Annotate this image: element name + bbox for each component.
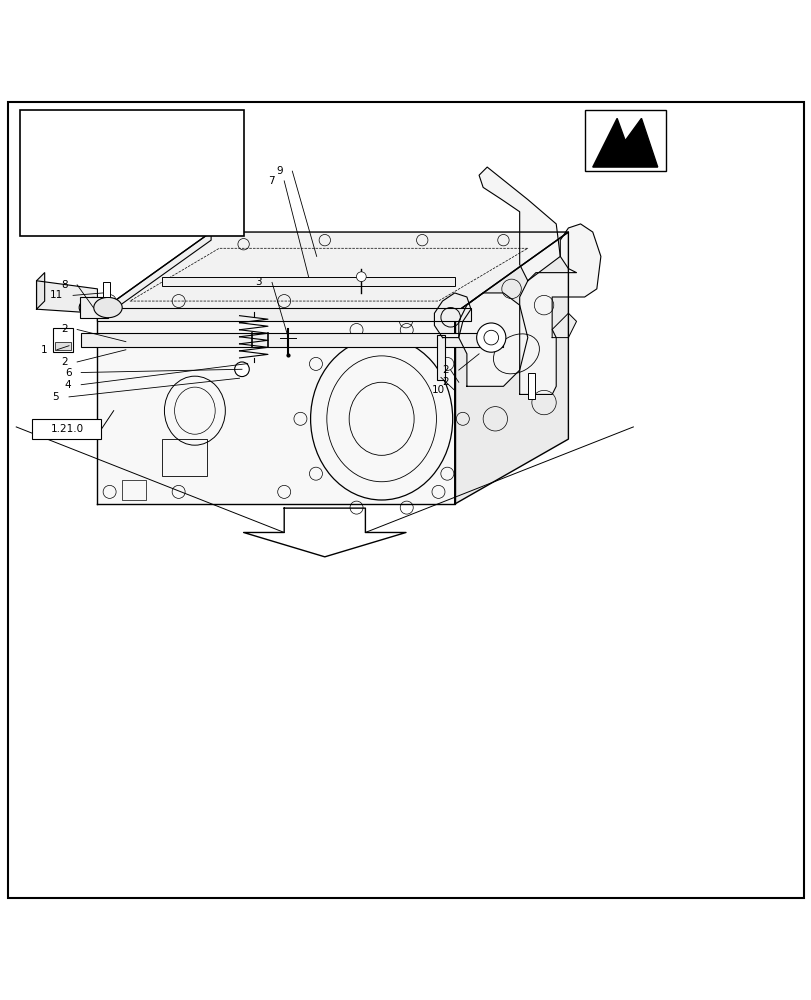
Bar	[79, 297, 108, 318]
Polygon shape	[97, 232, 568, 313]
Polygon shape	[243, 508, 406, 557]
Text: 2: 2	[61, 324, 67, 334]
Polygon shape	[519, 224, 600, 394]
Polygon shape	[551, 313, 576, 338]
Bar	[122, 480, 146, 500]
Bar	[55, 342, 71, 350]
Bar	[584, 110, 665, 171]
Polygon shape	[478, 167, 560, 281]
Polygon shape	[105, 135, 162, 196]
Text: 4: 4	[65, 380, 71, 390]
Text: 7: 7	[268, 176, 274, 186]
Ellipse shape	[94, 297, 122, 318]
Polygon shape	[592, 118, 657, 167]
Bar	[162, 439, 207, 476]
Polygon shape	[97, 232, 211, 321]
Polygon shape	[57, 155, 178, 196]
Polygon shape	[454, 232, 568, 504]
Bar	[162, 277, 454, 286]
Bar	[32, 419, 101, 439]
Text: 8: 8	[61, 280, 67, 290]
Text: 6: 6	[65, 368, 71, 378]
Polygon shape	[36, 273, 45, 309]
Polygon shape	[138, 179, 191, 196]
Bar	[97, 308, 470, 321]
Text: 1: 1	[41, 345, 47, 355]
Text: 11: 11	[50, 290, 63, 300]
Text: 2: 2	[61, 357, 67, 367]
Bar	[118, 147, 150, 171]
Circle shape	[356, 272, 366, 282]
Text: 3: 3	[255, 277, 262, 287]
Bar	[81, 333, 503, 347]
Circle shape	[73, 190, 89, 206]
Polygon shape	[434, 293, 470, 338]
Bar	[53, 328, 73, 352]
Polygon shape	[36, 281, 97, 313]
Ellipse shape	[79, 297, 107, 318]
Bar	[527, 373, 534, 399]
Bar	[436, 335, 444, 380]
Text: 2: 2	[442, 377, 448, 387]
Circle shape	[476, 323, 505, 352]
Circle shape	[50, 167, 112, 229]
Circle shape	[234, 362, 249, 377]
Polygon shape	[97, 313, 454, 504]
Text: 2: 2	[442, 365, 448, 375]
Bar	[20, 110, 243, 236]
Text: 5: 5	[53, 392, 59, 402]
Text: 1.21.0: 1.21.0	[50, 424, 84, 434]
Text: 10: 10	[431, 385, 444, 395]
Circle shape	[162, 178, 203, 218]
Polygon shape	[458, 293, 527, 386]
Bar	[103, 282, 109, 297]
Text: 9: 9	[276, 166, 282, 176]
